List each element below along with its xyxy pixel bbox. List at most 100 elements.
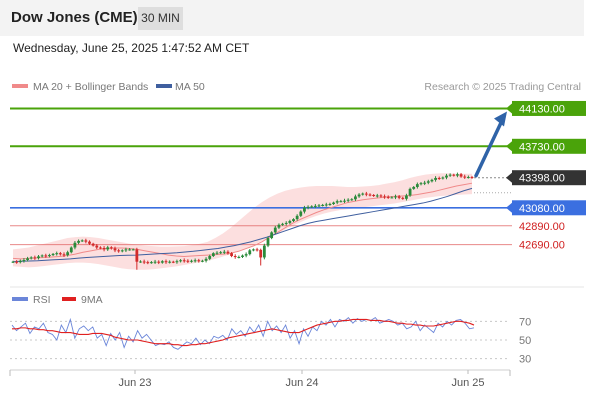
ma50-legend-label: MA 50: [175, 81, 205, 93]
candle-body: [313, 205, 317, 207]
key-levels: [10, 107, 512, 246]
rsi-legend-swatch: [12, 297, 28, 301]
candle-body: [259, 249, 263, 258]
candle-body: [142, 261, 146, 263]
candle-body: [445, 175, 448, 178]
candle-body: [106, 247, 110, 250]
candle-body: [117, 250, 121, 252]
level-label-text: 42890.00: [519, 221, 565, 233]
bollinger-band: [13, 173, 472, 270]
candle-body: [164, 261, 168, 263]
candle-body: [211, 253, 215, 257]
rsi-tick-label: 70: [519, 316, 531, 328]
candle-body: [343, 200, 346, 202]
candle-body: [44, 255, 48, 257]
candle-body: [237, 256, 241, 258]
candle-body: [69, 247, 73, 253]
candle-body: [321, 204, 325, 206]
candle-body: [146, 262, 150, 264]
candle-body: [80, 240, 84, 242]
level-label-text: 43398.00: [519, 173, 565, 185]
candle-body: [332, 202, 335, 204]
bollinger-band-fill: [13, 173, 472, 270]
candle-body: [394, 196, 397, 198]
candle-body: [219, 252, 223, 254]
candle-body: [135, 249, 139, 262]
candle-body: [58, 253, 62, 255]
candle-body: [153, 261, 157, 263]
candle-body: [182, 260, 186, 262]
rsi-panel: 70 50 30: [10, 316, 531, 366]
candle-body: [66, 252, 70, 256]
level-label-text: 42690.00: [519, 240, 565, 252]
candle-body: [197, 260, 201, 262]
ma9-legend-label: 9MA: [81, 294, 103, 306]
level-label-box: [512, 200, 586, 216]
candle-body: [22, 260, 26, 261]
candle-body: [354, 196, 357, 200]
level-label-pointer: [506, 202, 512, 213]
candle-body: [310, 206, 314, 208]
candle-body: [375, 195, 379, 197]
level-label-pointer: [506, 141, 512, 152]
candle-body: [124, 249, 128, 251]
candle-body: [208, 256, 212, 259]
candle-body: [412, 186, 416, 189]
candle-body: [357, 194, 361, 197]
candle-body: [186, 260, 190, 262]
candle-body: [317, 205, 321, 207]
candle-body: [241, 255, 244, 257]
candle-body: [299, 211, 303, 216]
candle-body: [415, 184, 419, 187]
candle-body: [419, 183, 423, 185]
timeframe-button[interactable]: 30 MIN: [138, 7, 183, 30]
projection-arrow-head: [494, 111, 507, 127]
candle-body: [448, 174, 452, 176]
candle-body: [441, 177, 445, 179]
candle-body: [102, 247, 106, 250]
candle-body: [408, 188, 412, 196]
candle-body: [201, 260, 204, 262]
candle-body: [346, 199, 350, 201]
datetime-label: Wednesday, June 25, 2025 1:47:52 AM CET: [13, 41, 250, 55]
level-label-text: 43730.00: [519, 141, 565, 153]
level-label-box: [512, 170, 586, 186]
candle-body: [306, 206, 310, 208]
candle-body: [350, 199, 354, 201]
level-label-pointer: [506, 103, 512, 114]
x-tick-label: Jun 24: [285, 377, 318, 389]
candle-body: [390, 197, 394, 199]
candles: [11, 172, 474, 270]
candle-body: [292, 219, 295, 222]
candle-body: [437, 177, 441, 179]
instrument-title: Dow Jones (CME): [11, 9, 138, 26]
ma20-legend-swatch: [12, 84, 28, 88]
x-tick-label: Jun 25: [451, 377, 484, 389]
candle-body: [405, 195, 408, 199]
header-bar: Dow Jones (CME) 30 MIN: [0, 0, 584, 36]
candle-body: [215, 252, 219, 254]
candle-body: [339, 201, 343, 203]
candle-body: [179, 260, 182, 262]
candle-body: [128, 249, 131, 251]
ma20-legend-label: MA 20 + Bollinger Bands: [33, 81, 148, 93]
candle-body: [368, 194, 372, 196]
candle-body: [266, 238, 270, 246]
candle-body: [33, 257, 37, 259]
candle-body: [456, 174, 459, 176]
candle-body: [222, 251, 226, 253]
candle-body: [252, 249, 255, 251]
x-axis: Jun 23 Jun 24 Jun 25: [9, 370, 511, 389]
candle-body: [160, 261, 164, 263]
candle-body: [248, 250, 252, 255]
candle-body: [295, 215, 299, 220]
candle-body: [131, 249, 135, 251]
ma9-legend-swatch: [62, 297, 76, 301]
candle-body: [157, 261, 161, 263]
candle-body: [190, 260, 193, 262]
candle-body: [277, 224, 281, 228]
candle-body: [386, 196, 390, 198]
candle-body: [150, 262, 153, 264]
